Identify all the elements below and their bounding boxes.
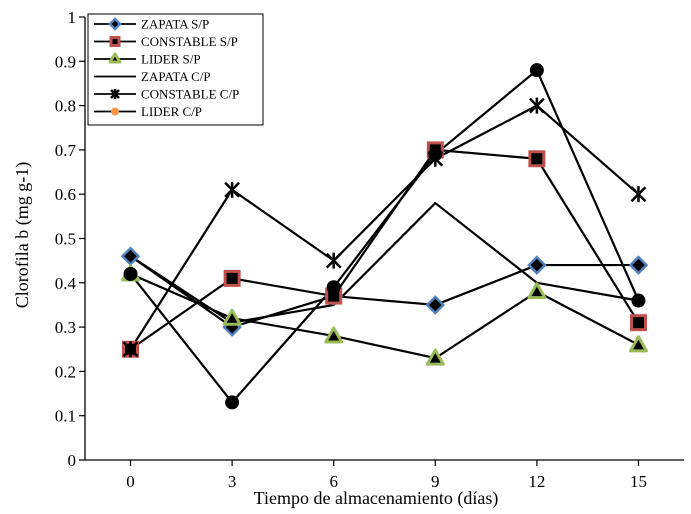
x-tick-label: 15 <box>630 472 647 491</box>
data-point-marker <box>428 147 443 162</box>
data-point-marker <box>223 269 241 287</box>
data-point-marker <box>122 341 139 358</box>
y-tick-label: 0.2 <box>55 362 76 381</box>
series-markers <box>120 63 649 410</box>
legend-marker <box>110 89 120 99</box>
series-line <box>129 201 639 324</box>
y-tick-label: 0.8 <box>55 97 76 116</box>
data-point-marker <box>326 280 341 295</box>
series-line <box>129 104 640 350</box>
y-axis-title: Clorofila b (mg g-1) <box>12 162 33 308</box>
y-tick-label: 0.7 <box>55 141 77 160</box>
series-lines <box>129 69 640 404</box>
data-point-marker <box>629 314 647 332</box>
legend-marker <box>108 17 122 31</box>
data-point-marker <box>222 308 242 326</box>
y-tick-label: 0.6 <box>55 185 76 204</box>
legend-label: LIDER C/P <box>141 104 202 119</box>
y-axis-ticks: 0 0.1 0.2 0.3 0.4 0.5 0.6 0.7 0.8 0.9 1 <box>55 8 85 470</box>
legend-marker <box>108 52 122 64</box>
x-tick-label: 3 <box>228 472 237 491</box>
data-point-marker <box>325 252 342 269</box>
x-tick-label: 0 <box>126 472 135 491</box>
legend-box <box>87 13 264 126</box>
data-point-marker <box>628 255 649 275</box>
data-point-marker <box>425 295 446 315</box>
data-point-marker <box>527 282 547 300</box>
data-point-marker <box>529 97 545 114</box>
legend-label: CONSTABLE S/P <box>141 34 238 49</box>
data-point-marker <box>225 395 240 410</box>
series-line <box>129 148 640 351</box>
y-tick-label: 0.1 <box>55 407 76 426</box>
legend-label: LIDER S/P <box>141 52 201 67</box>
y-tick-label: 1 <box>68 8 77 27</box>
y-tick-label: 0.4 <box>55 274 77 293</box>
data-point-marker <box>120 246 141 266</box>
legend: ZAPATA S/P CONSTABLE S/P LIDER S/P ZAPATA C… <box>87 13 264 126</box>
series-line <box>129 255 639 329</box>
legend-entry: LIDER S/P <box>94 52 201 67</box>
y-tick-label: 0.9 <box>55 52 76 71</box>
data-point-marker <box>630 186 647 203</box>
x-tick-label: 12 <box>528 472 545 491</box>
y-tick-label: 0.5 <box>55 230 76 249</box>
x-tick-label: 9 <box>431 472 440 491</box>
legend-marker <box>109 36 121 47</box>
legend-marker <box>111 107 119 116</box>
data-point-marker <box>527 255 547 275</box>
legend-label: CONSTABLE C/P <box>141 87 239 102</box>
legend-entry: ZAPATA C/P <box>94 69 211 84</box>
data-point-marker <box>529 63 544 78</box>
x-axis-title: Tiempo de almacenamiento (días) <box>254 488 499 509</box>
legend-label: ZAPATA S/P <box>141 17 209 32</box>
y-tick-label: 0.3 <box>55 318 76 337</box>
legend-label: ZAPATA C/P <box>141 69 211 84</box>
legend-entry: LIDER C/P <box>94 104 202 119</box>
series-line <box>129 69 640 404</box>
data-point-marker <box>631 293 646 308</box>
data-point-marker <box>324 326 344 344</box>
data-point-marker <box>628 335 648 353</box>
x-tick-label: 6 <box>329 472 338 491</box>
data-point-marker <box>425 348 445 366</box>
y-tick-label: 0 <box>68 451 77 470</box>
legend-entry: CONSTABLE S/P <box>94 34 238 49</box>
legend-entry: ZAPATA S/P <box>94 17 209 32</box>
data-point-marker <box>123 266 138 281</box>
x-axis-ticks: 0 3 6 9 12 15 <box>126 460 647 491</box>
data-point-marker <box>224 181 240 198</box>
data-point-marker <box>528 150 546 168</box>
legend-entry: CONSTABLE C/P <box>94 87 239 102</box>
